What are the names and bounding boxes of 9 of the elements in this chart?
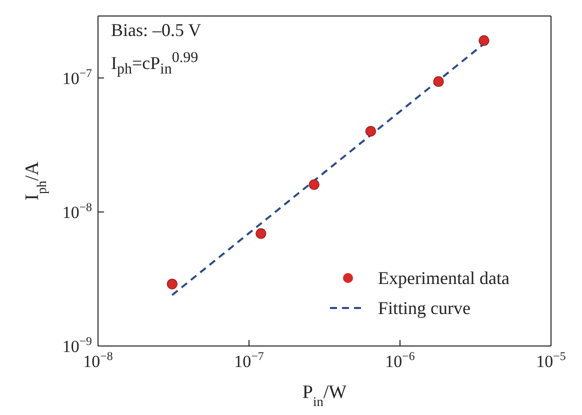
annotation: Bias: –0.5 V xyxy=(111,20,202,40)
x-tick-label: 10$^{−5}$ xyxy=(536,349,566,371)
y-tick-label: 10$^{−7}$ xyxy=(62,66,92,88)
x-tick-label: 10$^{−6}$ xyxy=(385,349,415,371)
y-tick-label: 10$^{−8}$ xyxy=(62,200,92,222)
x-axis-title: P$_{in}$/W xyxy=(302,382,347,408)
x-tick-label: 10$^{−7}$ xyxy=(234,349,264,371)
legend-label: Fitting curve xyxy=(378,298,470,318)
legend-label: Experimental data xyxy=(378,268,510,288)
